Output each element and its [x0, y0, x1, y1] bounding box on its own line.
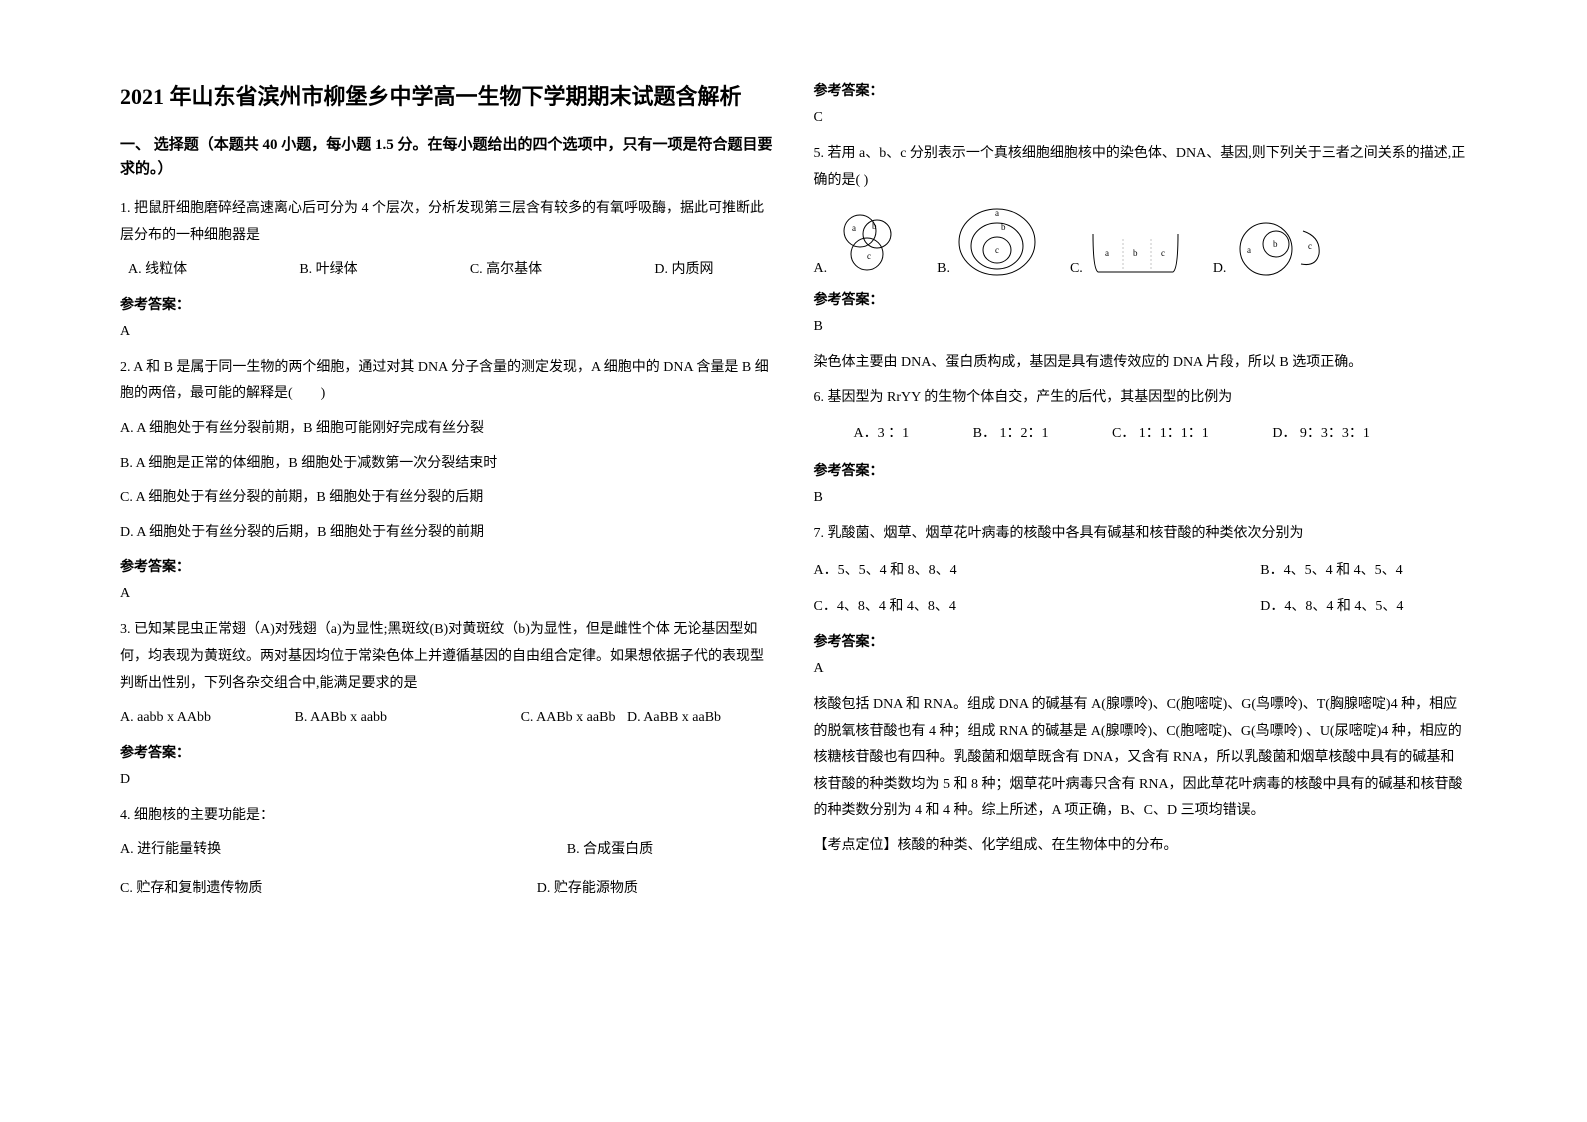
question-7-options-row2: C．4、8、4 和 4、8、4 D．4、8、4 和 4、5、4 — [814, 594, 1468, 621]
q6-option-a: A．3 ：1 — [854, 426, 910, 441]
venn-partial-icon: a b c — [1231, 219, 1326, 279]
q3-option-a: A. aabb x AAbb — [120, 710, 211, 725]
svg-text:a: a — [1105, 248, 1109, 258]
q3-option-b: B. AABb x aabb — [295, 710, 388, 725]
q5-answer-label: 参考答案： — [814, 289, 1468, 309]
diagram-d: D. a b c — [1213, 219, 1327, 279]
q2-answer-label: 参考答案： — [120, 556, 774, 576]
section-header: 一、 选择题（本题共 40 小题，每小题 1.5 分。在每小题给出的四个选项中，… — [120, 133, 774, 181]
svg-text:b: b — [872, 221, 877, 231]
q4-answer: C — [814, 110, 1468, 126]
q1-option-a: A. 线粒体 — [128, 257, 187, 284]
q2-answer: A — [120, 586, 774, 602]
question-7-options-row1: A．5、5、4 和 8、8、4 B．4、5、4 和 4、5、4 — [814, 558, 1468, 585]
question-1-text: 1. 把鼠肝细胞磨碎经高速离心后可分为 4 个层次，分析发现第三层含有较多的有氧… — [120, 196, 774, 249]
q6-answer: B — [814, 490, 1468, 506]
svg-text:a: a — [1247, 245, 1251, 255]
q4-answer-label: 参考答案： — [814, 80, 1468, 100]
q7-explanation: 核酸包括 DNA 和 RNA。组成 DNA 的碱基有 A(腺嘌呤)、C(胞嘧啶)… — [814, 692, 1468, 825]
q7-option-d: D．4、8、4 和 4、5、4 — [1140, 594, 1467, 621]
q7-topic: 【考点定位】核酸的种类、化学组成、在生物体中的分布。 — [814, 833, 1468, 860]
q4-option-d: D. 贮存能源物质 — [447, 876, 774, 903]
q1-answer: A — [120, 324, 774, 340]
q3-option-d: D. AaBB x aaBb — [627, 710, 721, 725]
question-4-options-row1: A. 进行能量转换 B. 合成蛋白质 — [120, 837, 774, 864]
venn-nested-icon: a b c — [955, 204, 1040, 279]
svg-text:c: c — [1161, 248, 1165, 258]
q4-option-b: B. 合成蛋白质 — [447, 837, 774, 864]
svg-text:c: c — [995, 245, 999, 255]
q7-option-c: C．4、8、4 和 4、8、4 — [814, 594, 1141, 621]
q4-option-c: C. 贮存和复制遗传物质 — [120, 876, 447, 903]
diagram-a-label: A. — [814, 261, 828, 277]
svg-text:b: b — [1001, 222, 1006, 232]
page-title: 2021 年山东省滨州市柳堡乡中学高一生物下学期期末试题含解析 — [120, 80, 774, 113]
q1-option-c: C. 高尔基体 — [470, 257, 542, 284]
q4-option-a: A. 进行能量转换 — [120, 837, 447, 864]
q6-option-c: C． 1：1：1：1 — [1112, 426, 1209, 441]
question-1-options: A. 线粒体 B. 叶绿体 C. 高尔基体 D. 内质网 — [120, 257, 774, 284]
diagram-d-label: D. — [1213, 261, 1227, 277]
q6-option-d: D． 9：3：3：1 — [1272, 426, 1370, 441]
right-column: 参考答案： C 5. 若用 a、b、c 分别表示一个真核细胞细胞核中的染色体、D… — [794, 80, 1488, 1042]
q5-answer: B — [814, 319, 1468, 335]
q3-option-c: C. AABb x aaBb — [521, 710, 616, 725]
q2-option-a: A. A 细胞处于有丝分裂前期，B 细胞可能刚好完成有丝分裂 — [120, 416, 774, 443]
question-6-text: 6. 基因型为 RrYY 的生物个体自交，产生的后代，其基因型的比例为 — [814, 385, 1468, 412]
diagram-a: A. a b c — [814, 209, 908, 279]
q7-option-b: B．4、5、4 和 4、5、4 — [1140, 558, 1467, 585]
diagram-b-label: B. — [937, 261, 950, 277]
svg-text:b: b — [1273, 239, 1278, 249]
q7-answer: A — [814, 661, 1468, 677]
q5-explanation: 染色体主要由 DNA、蛋白质构成，基因是具有遗传效应的 DNA 片段，所以 B … — [814, 350, 1468, 377]
question-7-text: 7. 乳酸菌、烟草、烟草花叶病毒的核酸中各具有碱基和核苷酸的种类依次分别为 — [814, 521, 1468, 548]
q2-option-b: B. A 细胞是正常的体细胞，B 细胞处于减数第一次分裂结束时 — [120, 451, 774, 478]
left-column: 2021 年山东省滨州市柳堡乡中学高一生物下学期期末试题含解析 一、 选择题（本… — [100, 80, 794, 1042]
svg-text:a: a — [995, 208, 999, 218]
question-4-text: 4. 细胞核的主要功能是： — [120, 803, 774, 830]
diagram-b: B. a b c — [937, 204, 1040, 279]
question-4-options-row2: C. 贮存和复制遗传物质 D. 贮存能源物质 — [120, 876, 774, 903]
question-5-text: 5. 若用 a、b、c 分别表示一个真核细胞细胞核中的染色体、DNA、基因,则下… — [814, 141, 1468, 194]
q7-option-a: A．5、5、4 和 8、8、4 — [814, 558, 1141, 585]
question-2-text: 2. A 和 B 是属于同一生物的两个细胞，通过对其 DNA 分子含量的测定发现… — [120, 355, 774, 408]
rect-partition-icon: a b c — [1088, 224, 1183, 279]
q3-answer-label: 参考答案： — [120, 742, 774, 762]
svg-text:a: a — [852, 223, 856, 233]
q3-answer: D — [120, 772, 774, 788]
diagram-c-label: C. — [1070, 261, 1083, 277]
question-5-diagrams: A. a b c B. a b c C. — [814, 204, 1468, 279]
svg-text:c: c — [867, 251, 871, 261]
q1-option-d: D. 内质网 — [654, 257, 713, 284]
diagram-c: C. a b c — [1070, 224, 1183, 279]
q7-answer-label: 参考答案： — [814, 631, 1468, 651]
q6-option-b: B． 1：2：1 — [973, 426, 1049, 441]
q2-option-c: C. A 细胞处于有丝分裂的前期，B 细胞处于有丝分裂的后期 — [120, 485, 774, 512]
q6-answer-label: 参考答案： — [814, 460, 1468, 480]
q1-answer-label: 参考答案： — [120, 294, 774, 314]
question-3-options: A. aabb x AAbb B. AABb x aabb C. AABb x … — [120, 705, 774, 732]
q2-option-d: D. A 细胞处于有丝分裂的后期，B 细胞处于有丝分裂的前期 — [120, 520, 774, 547]
svg-text:b: b — [1133, 248, 1138, 258]
svg-text:c: c — [1308, 241, 1312, 251]
question-3-text: 3. 已知某昆虫正常翅（A)对残翅（a)为显性;黑斑纹(B)对黄斑纹（b)为显性… — [120, 617, 774, 697]
q1-option-b: B. 叶绿体 — [299, 257, 357, 284]
question-6-options: A．3 ：1 B． 1：2：1 C． 1：1：1：1 D． 9：3：3：1 — [814, 419, 1468, 450]
venn-overlap-icon: a b c — [832, 209, 907, 279]
